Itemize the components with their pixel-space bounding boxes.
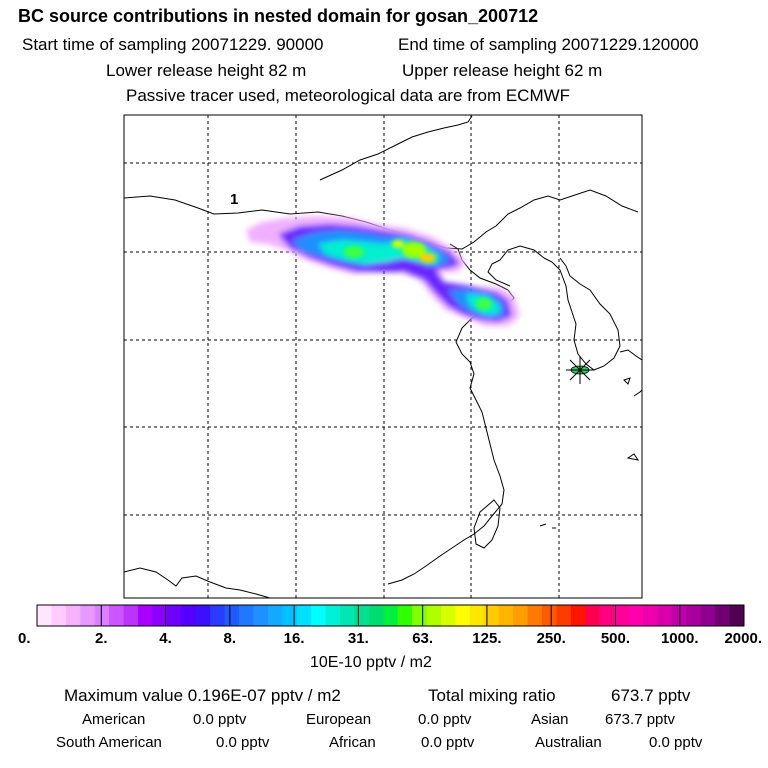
colorbar-tick-label: 250. [536, 630, 566, 647]
colorbar-cell [513, 605, 529, 626]
tracer-note: Passive tracer used, meteorological data… [126, 86, 571, 105]
colorbar-cell [686, 605, 702, 626]
african-label: African [329, 734, 376, 751]
australian-label: Australian [535, 734, 602, 751]
colorbar-cell [469, 605, 485, 626]
european-value: 0.0 pptv [418, 711, 472, 728]
bc-plume [246, 216, 520, 326]
colorbar-cell [729, 605, 745, 626]
colorbar-cell [210, 605, 226, 626]
american-value: 0.0 pptv [193, 711, 247, 728]
colorbar-cell [455, 605, 471, 626]
colorbar-cell [166, 605, 182, 626]
colorbar-cell [239, 605, 254, 626]
colorbar-cell [94, 605, 110, 626]
colorbar-cell [65, 605, 81, 626]
total-mixing-ratio-value: 673.7 pptv [611, 686, 691, 705]
colorbar-cell [412, 605, 428, 626]
south-american-label: South American [56, 734, 162, 751]
colorbar-tick-label: 8. [223, 630, 237, 647]
colorbar-cell [715, 605, 731, 626]
colorbar-tick-label: 63. [412, 630, 434, 647]
upper-release-height-label: Upper release height 62 m [402, 61, 603, 80]
colorbar-cell [441, 605, 456, 626]
colorbar-cell [426, 605, 442, 626]
colorbar-cell [527, 605, 543, 626]
colorbar-cell [80, 605, 96, 626]
colorbar-cell [37, 605, 52, 626]
colorbar-cell [614, 605, 630, 626]
colorbar-cell [282, 605, 298, 626]
colorbar-cell [599, 605, 615, 626]
colorbar-tick-label: 2. [95, 630, 108, 647]
colorbar-cell [325, 605, 341, 626]
colorbar-cell [643, 605, 658, 626]
colorbar-cell [368, 605, 384, 626]
colorbar-tick-label: 2000. [724, 630, 762, 647]
colorbar-cell [181, 605, 197, 626]
colorbar-cell [267, 605, 283, 626]
colorbar-cell [570, 605, 586, 626]
colorbar-cell [585, 605, 601, 626]
colorbar-cell [383, 605, 399, 626]
colorbar-tick-label: 31. [347, 630, 369, 647]
colorbar-cell [542, 605, 557, 626]
receptor-star-icon [566, 356, 594, 384]
colorbar-cell [253, 605, 269, 626]
end-time-label: End time of sampling 20071229.120000 [398, 35, 699, 54]
colorbar-cell [628, 605, 644, 626]
colorbar-cell [340, 605, 355, 626]
colorbar-tick-label: 4. [159, 630, 172, 647]
colorbar-cell [152, 605, 168, 626]
colorbar-cell [51, 605, 67, 626]
colorbar-tick-label: 125. [472, 630, 502, 647]
map-frame [123, 114, 643, 599]
colorbar-tick-label: 1000. [660, 630, 699, 647]
colorbar-cell [556, 605, 572, 626]
colorbar-tick-label: 0. [18, 630, 31, 647]
asian-label: Asian [531, 711, 569, 728]
colorbar-cell [195, 605, 211, 626]
colorbar-tick-label: 500. [600, 630, 631, 647]
colorbar-cell [109, 605, 125, 626]
colorbar-cell [224, 605, 240, 626]
colorbar-cell [354, 605, 370, 626]
colorbar-cell [311, 605, 327, 626]
contour-label-1: 1 [230, 191, 238, 208]
lat-lon-grid [124, 115, 642, 598]
colorbar-cell [484, 605, 500, 626]
colorbar-cell [657, 605, 673, 626]
plot-title: BC source contributions in nested domain… [18, 6, 539, 26]
colorbar-cell [296, 605, 312, 626]
south-american-value: 0.0 pptv [216, 734, 270, 751]
colorbar-cell [123, 605, 139, 626]
african-value: 0.0 pptv [421, 734, 475, 751]
colorbar-unit-label: 10E-10 pptv / m2 [310, 654, 432, 671]
australian-value: 0.0 pptv [649, 734, 703, 751]
asian-value: 673.7 pptv [605, 711, 676, 728]
total-mixing-ratio-label: Total mixing ratio [428, 686, 556, 705]
start-time-label: Start time of sampling 20071229. 90000 [22, 35, 324, 54]
colorbar-cell [700, 605, 716, 626]
colorbar-cell [138, 605, 153, 626]
colorbar-tick-label: 16. [283, 630, 305, 647]
colorbar-cell [397, 605, 413, 626]
lower-release-height-label: Lower release height 82 m [106, 61, 307, 80]
maximum-value-label: Maximum value 0.196E-07 pptv / m2 [64, 686, 341, 705]
colorbar-cell [498, 605, 514, 626]
american-label: American [82, 711, 146, 728]
european-label: European [306, 711, 372, 728]
